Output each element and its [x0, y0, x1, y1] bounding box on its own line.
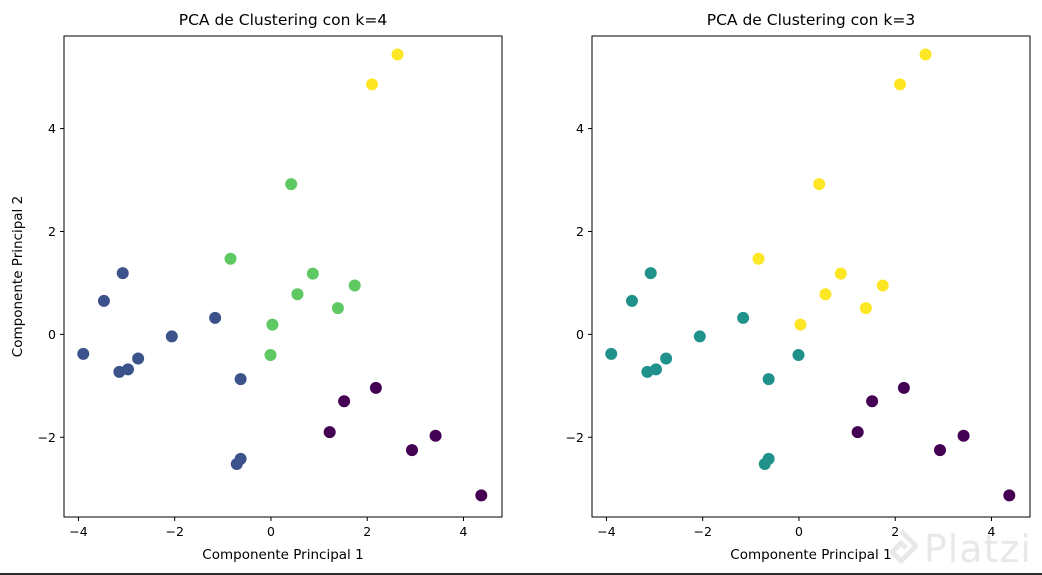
data-point — [264, 348, 277, 361]
data-point — [132, 352, 145, 365]
data-point — [116, 267, 129, 280]
data-point — [234, 373, 247, 386]
data-point — [866, 395, 879, 408]
data-point — [405, 444, 418, 457]
x-tick-label: −4 — [69, 524, 87, 539]
y-tick-label: −2 — [38, 430, 56, 445]
platzi-watermark-text: Platzi — [923, 527, 1032, 571]
y-tick-label: 0 — [48, 327, 56, 342]
chart-title: PCA de Clustering con k=4 — [179, 11, 388, 29]
data-point — [369, 381, 382, 394]
data-point — [933, 444, 946, 457]
data-point — [122, 363, 135, 376]
y-tick-label: 2 — [576, 224, 584, 239]
y-axis-label: Componente Principal 2 — [10, 196, 26, 357]
data-point — [331, 302, 344, 315]
data-point — [792, 348, 805, 361]
data-point — [306, 267, 319, 280]
data-point — [897, 381, 910, 394]
data-point — [285, 178, 298, 191]
data-point — [957, 429, 970, 442]
y-tick-label: 4 — [48, 121, 56, 136]
plot-frame — [591, 35, 1031, 518]
x-tick-label: 0 — [795, 524, 803, 539]
data-point — [859, 302, 872, 315]
y-tick-label: 0 — [576, 327, 584, 342]
data-point — [819, 288, 832, 301]
data-point — [693, 330, 706, 343]
x-tick-label: −4 — [597, 524, 615, 539]
data-point — [813, 178, 826, 191]
chart-2: −4 −2 0 2 4 −2 0 2 4 PCA de Clustering con k=3 Com… — [566, 11, 1031, 563]
chart-1: −4 −2 0 2 4 −2 0 2 4 PCA de Clustering con k=4 Com… — [10, 11, 503, 563]
x-axis-label: Componente Principal 1 — [730, 547, 891, 563]
x-tick-label: −2 — [165, 524, 183, 539]
data-point — [762, 373, 775, 386]
data-point — [1003, 489, 1016, 502]
platzi-logo-icon — [889, 529, 918, 564]
data-point — [338, 395, 351, 408]
data-point — [429, 429, 442, 442]
data-point — [644, 267, 657, 280]
y-tick-label: 2 — [48, 224, 56, 239]
data-point — [323, 426, 336, 439]
data-point — [348, 279, 361, 292]
data-point — [165, 330, 178, 343]
x-tick-label: 2 — [891, 524, 899, 539]
data-point — [291, 288, 304, 301]
data-point — [737, 311, 750, 324]
plot-frame — [63, 35, 503, 518]
data-point — [794, 318, 807, 331]
platzi-watermark: Platzi — [884, 527, 1032, 571]
data-point — [77, 347, 90, 360]
data-point — [894, 78, 907, 91]
data-point — [366, 78, 379, 91]
data-point — [834, 267, 847, 280]
x-tick-label: 2 — [363, 524, 371, 539]
x-tick-label: 4 — [460, 524, 468, 539]
x-axis-label: Componente Principal 1 — [202, 547, 363, 563]
x-tick-label: 0 — [267, 524, 275, 539]
y-tick-label: 4 — [576, 121, 584, 136]
data-point — [234, 452, 247, 465]
data-point — [625, 294, 638, 307]
y-tick-label: −2 — [566, 430, 584, 445]
data-point — [650, 363, 663, 376]
x-tick-label: 4 — [988, 524, 996, 539]
data-point — [876, 279, 889, 292]
data-point — [475, 489, 488, 502]
data-point — [224, 252, 237, 265]
data-point — [605, 347, 618, 360]
data-point — [919, 48, 932, 61]
x-tick-label: −2 — [693, 524, 711, 539]
data-point — [851, 426, 864, 439]
data-point — [660, 352, 673, 365]
data-point — [762, 452, 775, 465]
data-point — [209, 311, 222, 324]
data-point — [391, 48, 404, 61]
data-point — [97, 294, 110, 307]
data-point — [752, 252, 765, 265]
chart-title: PCA de Clustering con k=3 — [707, 11, 916, 29]
data-point — [266, 318, 279, 331]
